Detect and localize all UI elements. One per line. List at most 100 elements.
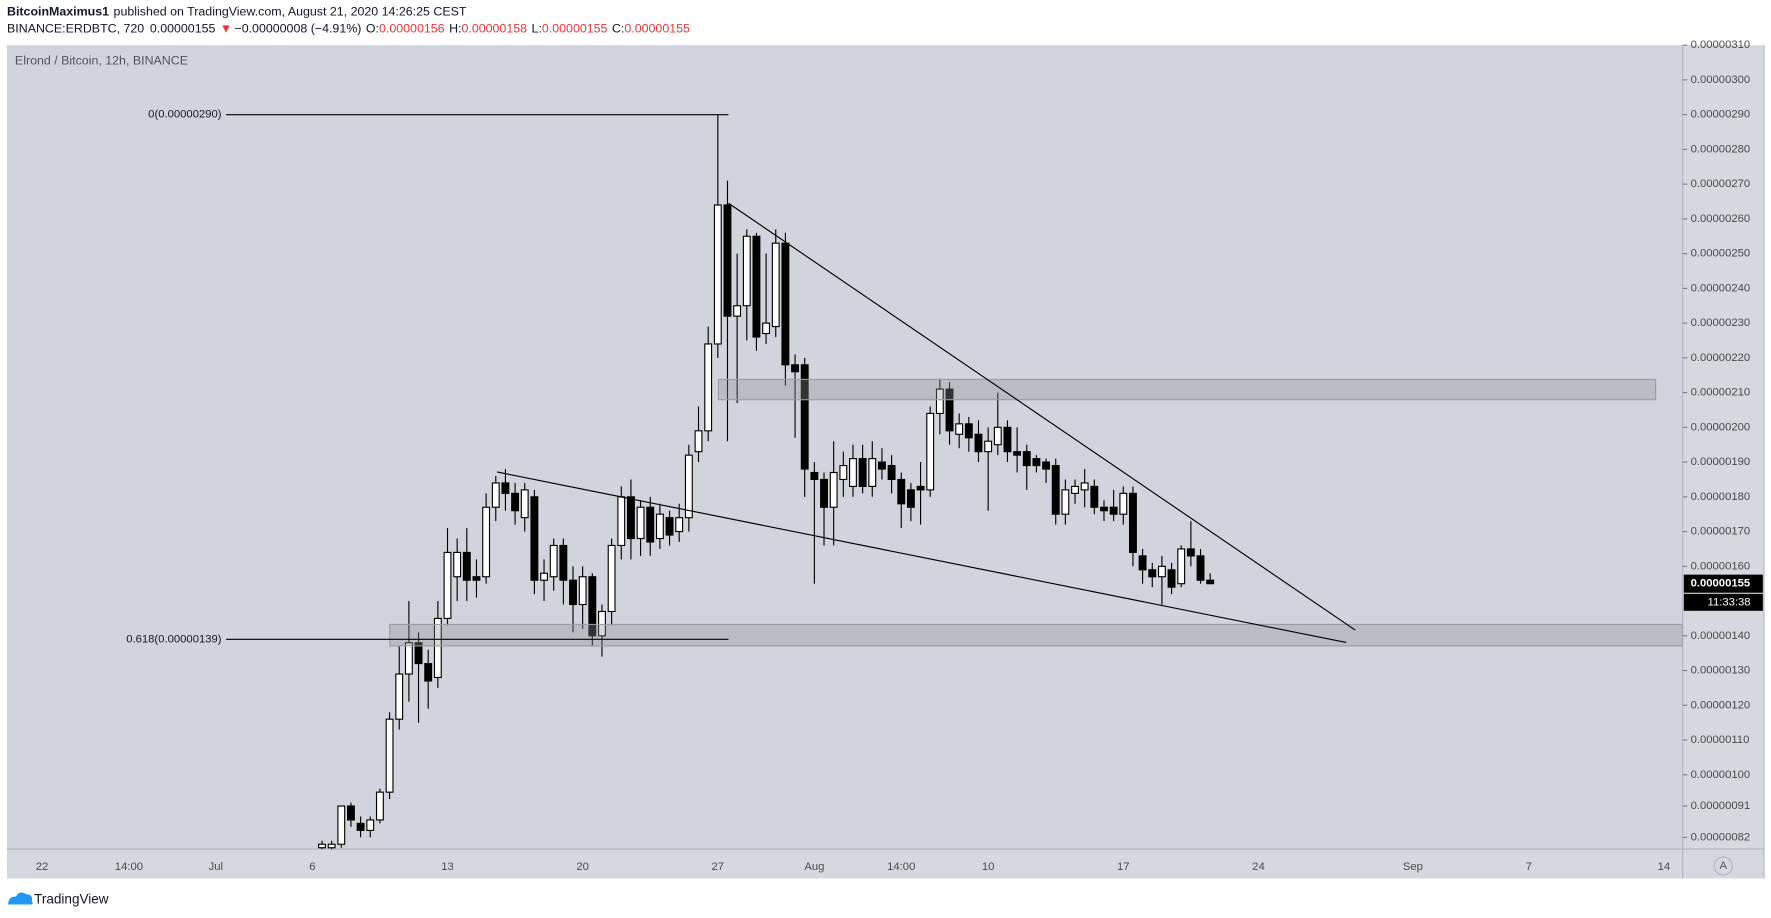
- last-price-label: 0.00000155: [1691, 578, 1751, 590]
- last-price-badge: [1683, 574, 1763, 593]
- x-tick-label: Jul: [209, 861, 223, 873]
- arrow: ▼: [220, 22, 232, 36]
- y-tick-label: 0.00000082: [1691, 831, 1751, 843]
- resistance-zone: [717, 378, 1657, 401]
- candle-body: [916, 485, 925, 491]
- candle-body: [327, 843, 336, 849]
- auto-scale-label[interactable]: A: [1720, 860, 1728, 872]
- candle-body: [723, 204, 732, 317]
- fib-label: 0.618(0.00000139): [126, 633, 222, 645]
- candle-body: [675, 517, 684, 533]
- candle-body: [665, 517, 674, 536]
- candle-body: [974, 433, 983, 453]
- x-tick-label: 24: [1252, 861, 1265, 873]
- candle-body: [404, 642, 413, 675]
- x-tick-label: Sep: [1403, 861, 1423, 873]
- candle-body: [1061, 489, 1070, 515]
- candle-body: [858, 458, 867, 487]
- y-tick-label: 0.00000290: [1691, 109, 1751, 121]
- candle-body: [1148, 569, 1157, 578]
- candle-body: [453, 551, 462, 578]
- candle-body: [771, 242, 780, 328]
- y-tick-label: 0.00000280: [1691, 143, 1751, 155]
- trendline: [728, 202, 1356, 631]
- candle-body: [1196, 555, 1205, 581]
- candle-body: [1032, 458, 1041, 467]
- author: BitcoinMaximus1: [7, 5, 109, 19]
- y-tick-label: 0.00000170: [1691, 526, 1751, 538]
- candle-body: [530, 496, 539, 581]
- candle-body: [1206, 579, 1215, 585]
- auto-scale-button[interactable]: [1713, 856, 1733, 876]
- candle-body: [462, 551, 471, 581]
- y-tick-label: 0.00000110: [1691, 734, 1750, 746]
- support-zone: [389, 623, 1683, 647]
- ohlc-value: 0.00000155: [624, 22, 690, 36]
- candle-body: [520, 489, 529, 519]
- candle-body: [906, 489, 915, 508]
- candle-body: [1042, 461, 1051, 470]
- y-tick-label: 0.00000200: [1691, 421, 1751, 433]
- candle-body: [897, 478, 906, 505]
- candle-body: [713, 204, 722, 345]
- y-tick-label: 0.00000310: [1691, 39, 1751, 51]
- drawings: [389, 202, 1683, 647]
- countdown: 11:33:38: [1708, 596, 1751, 608]
- candle-body: [1080, 482, 1089, 491]
- candle-body: [588, 576, 597, 637]
- candle-body: [540, 572, 548, 581]
- ohlc-label: L:: [532, 22, 542, 36]
- candle-body: [1186, 548, 1195, 557]
- candle-body: [820, 478, 828, 508]
- candle-body: [1071, 485, 1079, 494]
- candle-body: [385, 718, 394, 793]
- x-tick-label: 7: [1526, 861, 1532, 873]
- candle-body: [935, 388, 944, 415]
- candle-body: [704, 343, 713, 432]
- brand-logo: [8, 892, 33, 905]
- candle-body: [762, 322, 771, 335]
- candle-body: [752, 235, 761, 338]
- candle-body: [945, 388, 954, 432]
- candle-body: [626, 496, 635, 540]
- symbol: BINANCE:ERDBTC, 720: [7, 22, 144, 36]
- overlay: Elrond / Bitcoin, 12h, BINANCE 0(0.00000…: [15, 53, 729, 645]
- candle-body: [472, 576, 481, 581]
- candle-body: [1167, 569, 1176, 588]
- y-tick-label: 0.00000180: [1691, 491, 1751, 503]
- y-tick-label: 0.00000230: [1691, 317, 1751, 329]
- candle-body: [829, 471, 838, 508]
- candle-body: [356, 822, 365, 831]
- y-tick-label: 0.00000300: [1691, 74, 1751, 86]
- candle-body: [414, 642, 423, 665]
- candle-body: [1138, 555, 1147, 571]
- candle-body: [617, 496, 626, 547]
- candle-body: [694, 430, 703, 453]
- candle-body: [1022, 451, 1031, 467]
- candle-body: [810, 471, 819, 481]
- countdown-badge: [1683, 593, 1763, 611]
- candle-body: [742, 235, 751, 307]
- y-tick-label: 0.00000240: [1691, 282, 1751, 294]
- brand: TradingView: [34, 892, 109, 907]
- candle-body: [984, 440, 993, 453]
- time-axis: [7, 849, 1764, 879]
- x-tick-label: Aug: [804, 861, 824, 873]
- candle-body: [598, 610, 606, 637]
- candle-body: [993, 426, 1002, 446]
- chart-pane: [7, 45, 1683, 850]
- y-tick-label: 0.00000130: [1691, 665, 1751, 677]
- candle-body: [1003, 426, 1012, 453]
- candle-body: [433, 617, 442, 679]
- candle-body: [800, 364, 809, 470]
- x-tick-label: 14:00: [887, 861, 915, 873]
- candles: [318, 114, 1215, 850]
- x-tick-label: 27: [712, 861, 725, 873]
- candle-body: [607, 544, 616, 613]
- y-tick-label: 0.00000091: [1691, 800, 1751, 812]
- y-tick-label: 0.00000250: [1691, 248, 1751, 260]
- chart-title: Elrond / Bitcoin, 12h, BINANCE: [15, 53, 188, 67]
- candle-body: [1157, 565, 1166, 578]
- ohlc-value: 0.00000156: [379, 22, 445, 36]
